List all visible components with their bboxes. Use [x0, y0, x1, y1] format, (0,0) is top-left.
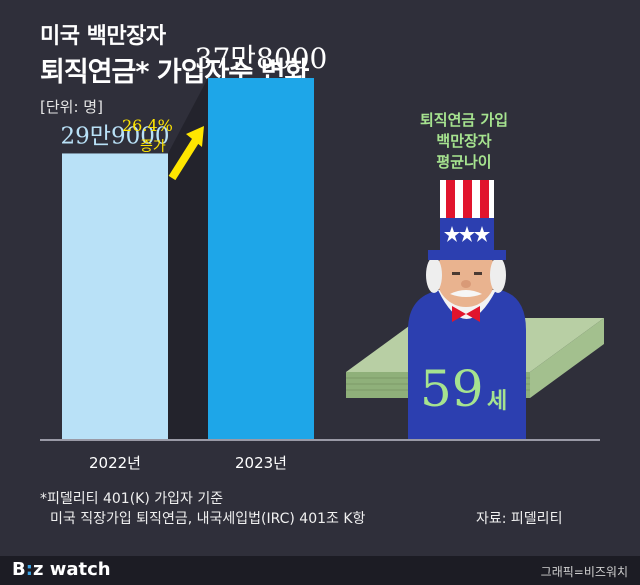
logo-b: B [12, 559, 26, 580]
callout-line1: 퇴직연금 가입 [419, 111, 509, 129]
value-label-2022년: 29만9000 [61, 123, 170, 149]
x-tick-label-2022: 2022년 [89, 454, 141, 472]
callout-line3: 평균나이 [436, 153, 492, 171]
bizwatch-logo: B:z watch [12, 559, 111, 580]
footnote-line1: *피델리티 401(K) 가입자 기준 [40, 491, 224, 507]
logo-watch: watch [43, 559, 111, 580]
bar-2023년 [208, 78, 314, 439]
average-age-value: 59 [420, 360, 484, 418]
average-age-unit: 세 [487, 389, 508, 414]
source-label: 자료: 피델리티 [476, 511, 563, 527]
graphic-credit: 그래픽=비즈워치 [540, 565, 628, 579]
increase-arrow-icon [168, 126, 204, 181]
callout-line2: 백만장자 [436, 132, 492, 150]
logo-z: z [32, 559, 44, 580]
uncle-sam-illustration [408, 180, 526, 440]
unit-label: [단위: 명] [40, 98, 103, 116]
chart-title-line1: 미국 백만장자 [40, 24, 166, 49]
increase-word-label: 증가 [140, 139, 166, 155]
logo-colon: : [25, 559, 33, 580]
bar-2022년 [62, 153, 168, 439]
x-axis-line [40, 439, 600, 441]
increase-percent-label: 26.4% [122, 116, 173, 135]
callout-text: 퇴직연금 가입 백만장자 평균나이 [408, 110, 520, 173]
value-label-2023년: 37만8000 [195, 42, 328, 75]
footer-bar: B:z watch 그래픽=비즈워치 [0, 556, 640, 585]
x-tick-label-2023: 2023년 [235, 454, 287, 472]
footnote-line2: 미국 직장가입 퇴직연금, 내국세입법(IRC) 401조 K항 [50, 511, 366, 527]
